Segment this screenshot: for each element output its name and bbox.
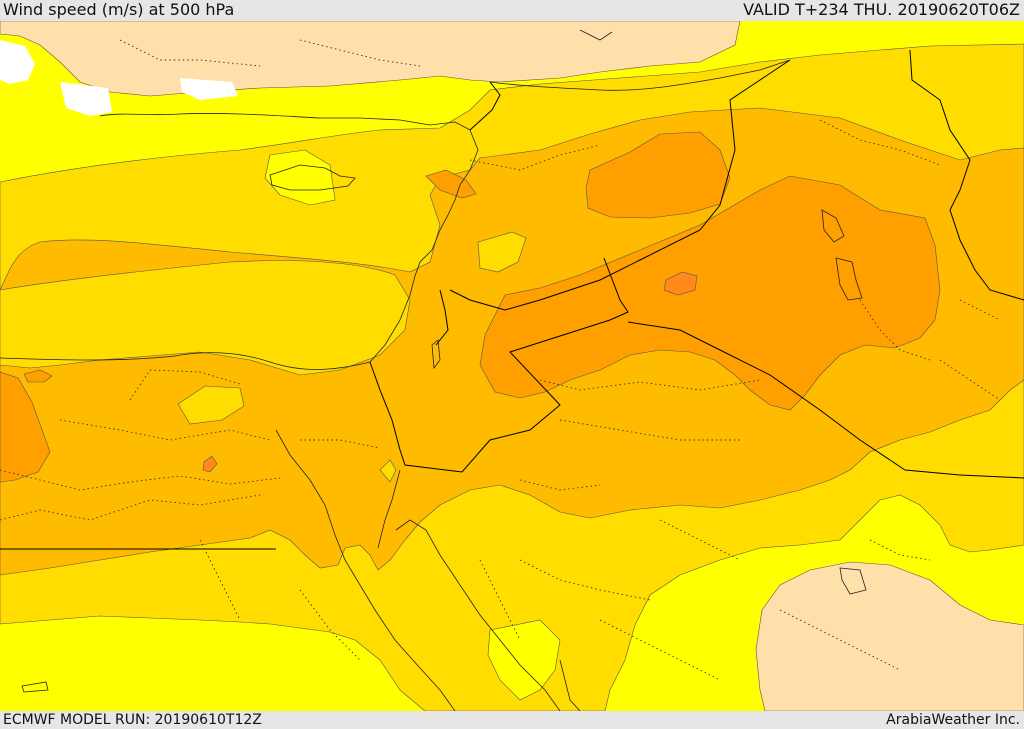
model-run: ECMWF MODEL RUN: 20190610T12Z	[3, 712, 262, 728]
map-canvas	[0, 21, 1024, 711]
no-data-aegean	[0, 40, 35, 84]
wind-band-low-cyprus	[264, 149, 336, 206]
footer-bar: ECMWF MODEL RUN: 20190610T12Z ArabiaWeat…	[0, 711, 1024, 729]
country-borders	[0, 49, 1024, 550]
credit: ArabiaWeather Inc.	[886, 712, 1020, 728]
wind-band-mid-jordan	[477, 231, 527, 273]
wind-band-higher-coast	[23, 369, 53, 383]
valid-time: VALID T+234 THU. 20190620T06Z	[743, 0, 1020, 19]
wind-band-peak-egypt	[202, 455, 218, 473]
wind-band-low-nile	[487, 619, 561, 701]
wind-band-higher-libya	[0, 371, 51, 483]
no-data-anatolia	[180, 78, 238, 100]
header-bar: Wind speed (m/s) at 500 hPa VALID T+234 …	[0, 0, 1024, 21]
wind-band-higher	[479, 175, 941, 411]
wind-band-mid-delta	[177, 385, 245, 425]
wind-band-lowest-south	[755, 561, 1024, 711]
wind-band-mid-egypt	[0, 260, 411, 376]
wind-band-lowest-north	[0, 21, 741, 97]
province-lines	[0, 39, 1001, 681]
wind-band-mid-sinai	[379, 459, 397, 483]
no-data-islands	[60, 82, 112, 116]
wind-band-peak-iraq	[663, 271, 698, 296]
map-title: Wind speed (m/s) at 500 hPa	[3, 0, 235, 19]
coastlines	[0, 29, 867, 711]
wind-speed-map[interactable]	[0, 21, 1024, 711]
wind-band-higher-syria	[425, 169, 477, 199]
